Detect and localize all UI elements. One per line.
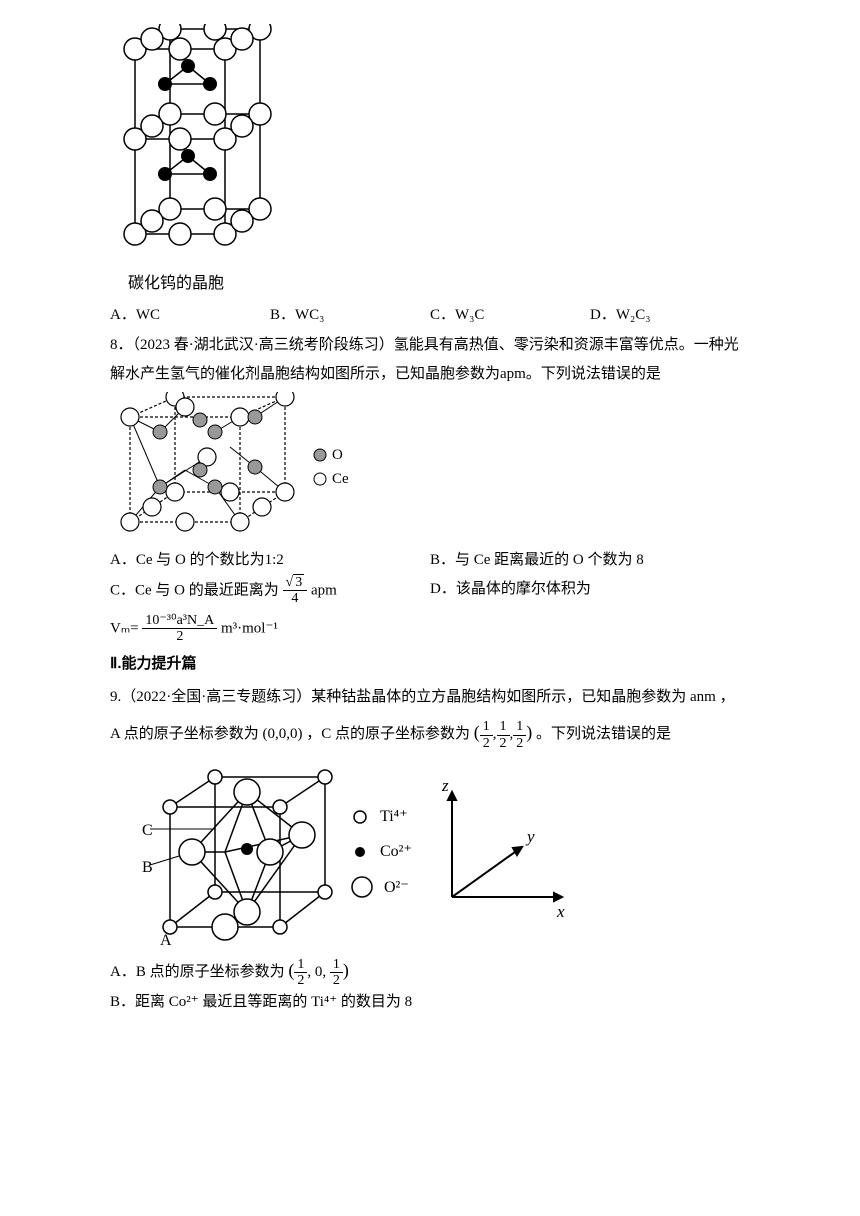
axis-diagram: x y z	[422, 777, 572, 927]
svg-text:x: x	[556, 902, 565, 921]
q8-opt-a: A．Ce 与 O 的个数比为1:2	[110, 546, 430, 575]
q9-legend: Ti⁴⁺ Co²⁺ O²⁻	[350, 799, 412, 905]
q8-opt-b: B．与 Ce 距离最近的 O 个数为 8	[430, 546, 750, 575]
legend-ti: Ti⁴⁺	[380, 799, 408, 834]
q8-options-cd: C．Ce 与 O 的最近距离为 34 apm D．该晶体的摩尔体积为	[110, 575, 750, 607]
cobalt-unit-cell: C B A	[140, 757, 340, 947]
q8-options-ab: A．Ce 与 O 的个数比为1:2 B．与 Ce 距离最近的 O 个数为 8	[110, 546, 750, 575]
q8-opt-d: D．该晶体的摩尔体积为	[430, 575, 750, 607]
svg-text:A: A	[160, 932, 172, 947]
q9-figures: C B A Ti⁴⁺ Co²⁺ O²⁻ x y z	[140, 757, 750, 947]
option-d: D．W₂C₃	[590, 301, 750, 330]
diagram-caption: 碳化钨的晶胞	[128, 269, 750, 299]
ceo2-legend: O Ce	[312, 443, 349, 491]
q7-options: A．WC B．WC₃ C．W₃C D．W₂C₃	[110, 301, 750, 330]
ceo2-diagram: O Ce	[110, 392, 750, 542]
q8-stem: 8．（2023 春·湖北武汉·高三统考阶段练习）氢能具有高热值、零污染和资源丰富…	[110, 331, 750, 388]
q8-vm-formula: Vₘ= 10⁻³⁰a³N_A2 m³·mol⁻¹	[110, 613, 750, 645]
q9-stem-2: A 点的原子坐标参数为 (0,0,0) ，C 点的原子坐标参数为 (12,12,…	[110, 715, 750, 750]
option-a: A．WC	[110, 301, 270, 330]
svg-text:C: C	[142, 822, 153, 839]
q9-opt-a: A．B 点的原子坐标参数为 (12, 0, 12)	[110, 953, 750, 988]
svg-text:y: y	[525, 827, 535, 846]
q8-opt-c: C．Ce 与 O 的最近距离为 34 apm	[110, 575, 430, 607]
svg-text:z: z	[441, 777, 449, 795]
svg-text:B: B	[142, 859, 153, 876]
q8-param: apm	[500, 366, 526, 382]
legend-o: O	[332, 443, 343, 467]
tungsten-carbide-diagram	[110, 24, 750, 265]
legend-o2: O²⁻	[384, 870, 409, 905]
option-b: B．WC₃	[270, 301, 430, 330]
q9-stem-1: 9.（2022·全国·高三专题练习）某种钴盐晶体的立方晶胞结构如图所示，已知晶胞…	[110, 683, 750, 712]
legend-ce: Ce	[332, 467, 349, 491]
legend-co: Co²⁺	[380, 834, 412, 869]
q8-stem-post: 。下列说法错误的是	[526, 366, 661, 382]
q9-opt-b: B．距离 Co²⁺ 最近且等距离的 Ti⁴⁺ 的数目为 8	[110, 988, 750, 1017]
option-c: C．W₃C	[430, 301, 590, 330]
section-2-heading: Ⅱ.能力提升篇	[110, 650, 750, 679]
